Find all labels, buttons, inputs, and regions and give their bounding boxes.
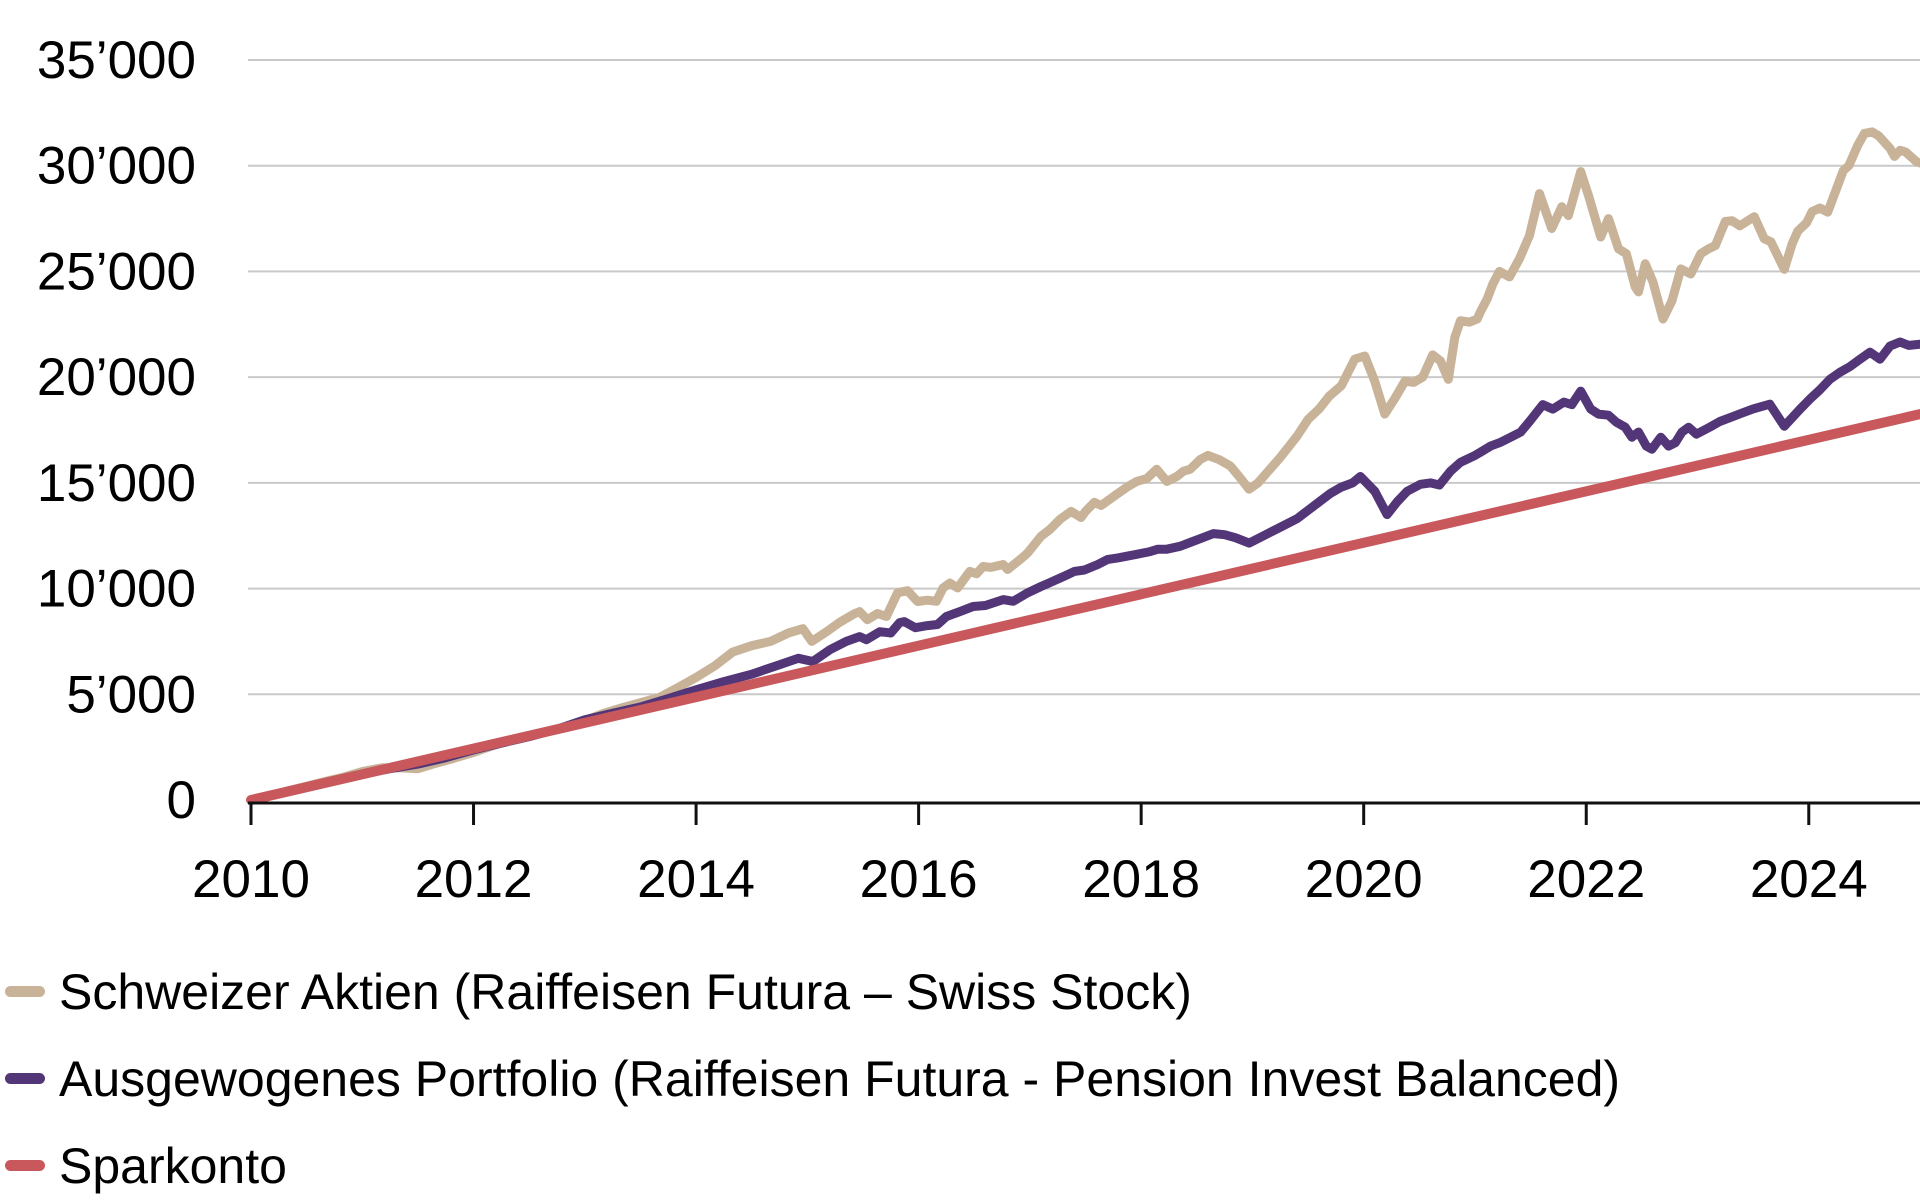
x-axis-label: 2016 [860,850,978,909]
series-line-2 [246,409,1920,805]
legend-item: Ausgewogenes Portfolio (Raiffeisen Futur… [5,1035,1620,1122]
x-axis-label: 2018 [1082,850,1200,909]
legend-item: Schweizer Aktien (Raiffeisen Futura – Sw… [5,948,1620,1035]
y-axis-label: 15’000 [37,454,196,513]
y-axis-label: 10’000 [37,560,196,619]
legend-swatch-savings-account [5,1160,45,1171]
legend: Schweizer Aktien (Raiffeisen Futura – Sw… [5,948,1620,1200]
y-axis-label: 30’000 [37,137,196,196]
legend-item: Sparkonto [5,1122,1620,1200]
x-axis-label: 2022 [1527,850,1645,909]
x-axis-label: 2020 [1305,850,1423,909]
y-axis-label: 20’000 [37,348,196,407]
legend-label-swiss-stock: Schweizer Aktien (Raiffeisen Futura – Sw… [59,963,1192,1020]
x-axis-label: 2024 [1750,850,1868,909]
legend-label-savings-account: Sparkonto [59,1137,287,1194]
x-axis-label: 2014 [637,850,755,909]
y-axis-label: 0 [167,771,196,830]
x-axis-label: 2012 [415,850,533,909]
series-line-1 [246,337,1920,805]
legend-swatch-balanced-portfolio [5,1073,45,1084]
y-axis-label: 25’000 [37,242,196,301]
legend-swatch-swiss-stock [5,986,45,997]
legend-label-balanced-portfolio: Ausgewogenes Portfolio (Raiffeisen Futur… [59,1050,1621,1107]
y-axis-label: 5’000 [66,665,196,724]
y-axis-label: 35’000 [37,31,196,90]
x-axis-label: 2010 [192,850,310,909]
series-line-0 [246,127,1920,805]
